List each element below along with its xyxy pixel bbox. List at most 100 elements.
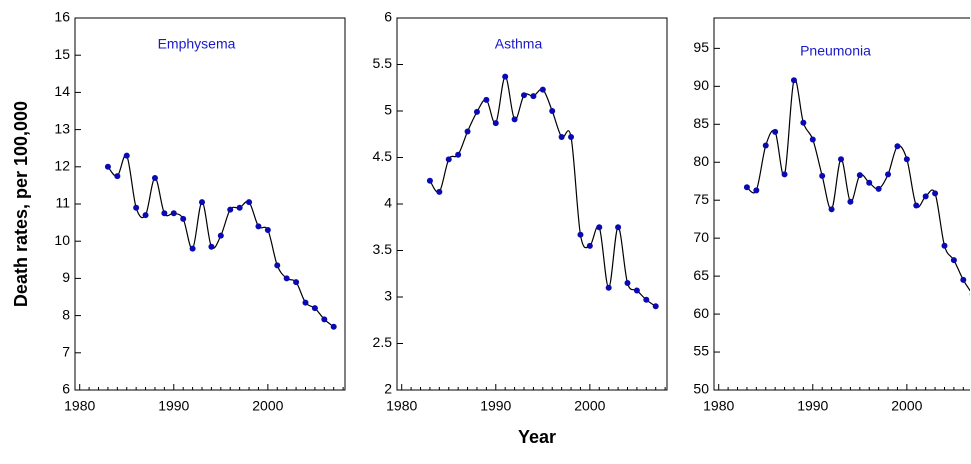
plot-frame [713,17,970,391]
data-point [530,93,537,100]
x-tick-label: 1990 [480,398,511,414]
data-point [743,184,750,191]
data-point [274,262,281,269]
data-point [875,185,882,192]
data-point [828,206,835,213]
data-point [302,299,309,306]
data-point [311,305,318,312]
x-tick-label: 1990 [158,398,189,414]
data-point [199,199,206,206]
data-point [133,204,140,211]
data-point [549,108,556,114]
x-tick-label: 2000 [252,398,283,414]
data-point [464,128,471,135]
data-point [838,156,845,163]
x-tick-label: 1980 [64,398,95,414]
data-point [643,296,650,303]
data-point [932,190,939,197]
y-tick-label: 6 [384,9,392,25]
data-point [483,96,490,103]
data-point [762,142,769,149]
data-point [180,215,187,222]
data-point [264,227,271,234]
y-tick-label: 15 [54,46,70,62]
x-tick-label: 2000 [574,398,605,414]
data-point [558,134,565,141]
data-point [941,242,948,249]
y-tick-label: 14 [54,83,70,99]
y-tick-label: 6 [62,381,70,397]
y-tick-label: 12 [54,158,70,174]
plot-frame [396,17,668,391]
data-point [426,177,433,184]
data-point [913,202,920,209]
data-point [539,86,546,93]
y-tick-label: 3 [384,288,392,304]
data-point [321,316,328,323]
data-point [436,188,443,195]
y-tick-label: 2.5 [373,334,393,350]
y-tick-label: 7 [62,344,70,360]
y-tick-label: 55 [693,343,709,359]
plot-frame [74,17,346,391]
y-tick-label: 4 [384,195,392,211]
data-point [511,116,518,123]
data-point [950,257,957,264]
y-tick-label: 50 [693,381,709,397]
y-tick-label: 16 [54,9,70,25]
x-tick-label: 1980 [386,398,417,414]
data-point [189,245,196,252]
y-tick-label: 80 [693,153,709,169]
x-axis-label: Year [518,427,556,447]
data-point [568,134,575,141]
data-point [596,224,603,231]
data-point [502,73,509,80]
panel: 50 55 60 65 70 75 80 85 90 95 1980 1990 2000 Pneumoni… [693,17,970,414]
panel-title: Emphysema [158,36,236,52]
data-point [246,199,253,206]
series-line [107,154,335,328]
data-point [255,223,262,230]
y-tick-label: 5 [384,102,392,118]
data-point [615,224,622,231]
y-tick-label: 70 [693,229,709,245]
data-point [885,171,892,178]
series-line [746,78,970,292]
data-point [283,275,290,282]
data-point [227,206,234,213]
y-tick-label: 13 [54,120,70,136]
data-point [903,156,910,163]
data-point [208,243,215,250]
panel: 6 7 8 9 10 11 12 13 14 15 16 1980 1990 2000 Emphysema [54,9,346,414]
y-tick-label: 4.5 [373,148,393,164]
data-point [236,204,243,211]
y-tick-label: 5.5 [373,55,393,71]
data-point [586,242,593,249]
data-point [652,303,659,310]
data-point [605,284,612,291]
data-point [330,323,337,330]
data-point [856,172,863,179]
x-tick-label: 1990 [797,398,828,414]
data-point [142,212,149,219]
data-point [633,287,640,294]
data-point [772,128,779,135]
y-tick-label: 9 [62,269,70,285]
data-point [790,77,797,84]
data-point [781,171,788,178]
y-tick-label: 85 [693,115,709,131]
y-tick-label: 10 [54,232,70,248]
data-point [161,210,168,217]
data-point [455,151,462,158]
data-point [753,187,760,194]
y-tick-label: 75 [693,191,709,207]
data-point [217,232,224,239]
y-tick-label: 65 [693,267,709,283]
y-tick-label: 11 [55,195,70,211]
data-point [473,108,480,115]
y-tick-label: 95 [693,39,709,55]
x-tick-label: 2000 [891,398,922,414]
data-point [521,92,528,99]
y-tick-label: 90 [693,77,709,93]
